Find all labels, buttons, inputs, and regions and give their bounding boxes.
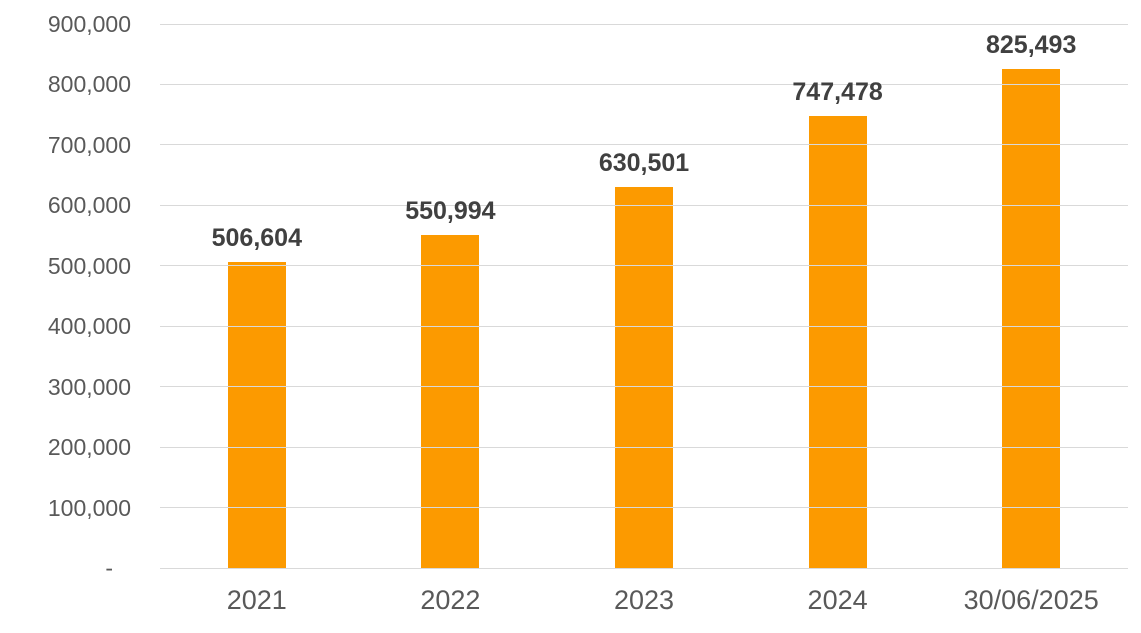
- gridline: [160, 446, 1128, 448]
- gridline: [160, 265, 1128, 267]
- x-tick-label: 2024: [807, 585, 868, 615]
- y-tick-label: 500,000: [47, 252, 131, 279]
- y-tick-label: -: [105, 555, 113, 581]
- bar-2024: [808, 116, 867, 568]
- x-tick-label: 30/06/2025: [963, 585, 1099, 615]
- bar-value-label: 550,994: [405, 196, 496, 225]
- bar-2021: [227, 261, 286, 568]
- y-tick-label: 900,000: [47, 11, 131, 37]
- x-tick-label: 2021: [226, 585, 287, 615]
- gridline: [160, 144, 1128, 146]
- y-tick-label: 300,000: [47, 373, 131, 400]
- y-tick-label: 700,000: [47, 131, 131, 158]
- bar-2023: [615, 186, 673, 568]
- x-tick-label: 2023: [613, 585, 675, 615]
- y-tick-label: 600,000: [47, 192, 131, 219]
- gridline: [160, 325, 1128, 327]
- bar-2022: [421, 234, 480, 568]
- y-tick-label: 200,000: [47, 434, 131, 461]
- plot-area: [160, 24, 1128, 568]
- y-tick-label: 100,000: [47, 494, 131, 521]
- gridline: [160, 507, 1128, 509]
- gridline: [160, 567, 1128, 569]
- y-tick-label: 800,000: [47, 71, 131, 98]
- gridline: [160, 83, 1128, 85]
- bar-value-label: 825,493: [986, 31, 1077, 60]
- bar-value-label: 506,604: [211, 223, 302, 252]
- bar-value-label: 747,478: [792, 78, 883, 107]
- gridline: [160, 23, 1128, 25]
- x-tick-label: 2022: [420, 585, 481, 615]
- y-tick-label: 400,000: [47, 313, 131, 340]
- bar-30-06-2025: [1002, 69, 1061, 568]
- gridline: [160, 204, 1128, 206]
- gridline: [160, 386, 1128, 388]
- bar-value-label: 630,501: [598, 148, 690, 177]
